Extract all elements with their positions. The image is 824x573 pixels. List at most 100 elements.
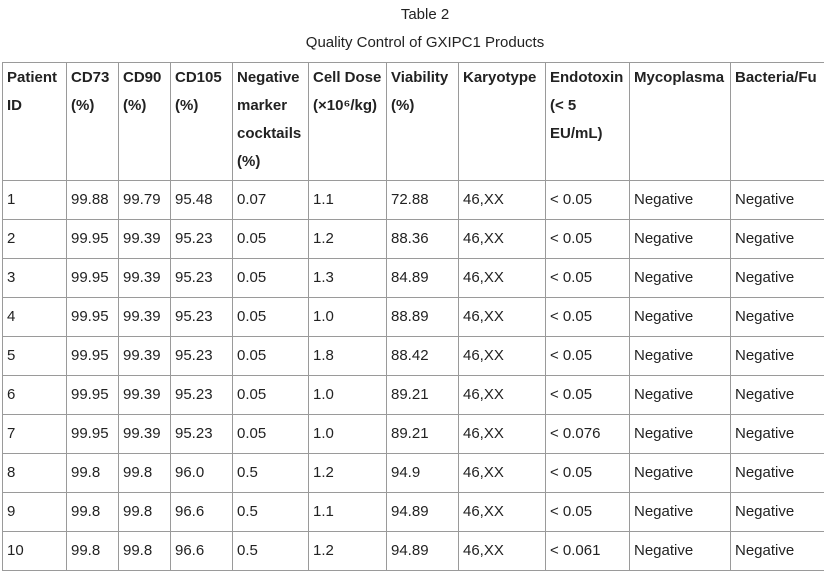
table-cell: 99.8 <box>118 492 171 532</box>
table-cell: 0.05 <box>232 258 309 298</box>
table-cell: 99.95 <box>66 258 119 298</box>
table-row: 5 99.95 99.39 95.23 0.05 1.8 88.42 46,XX < 0.05 N… <box>2 336 824 376</box>
table-cell: 96.0 <box>170 453 233 493</box>
table-cell: 46,XX <box>458 531 546 571</box>
table-cell: 88.36 <box>386 219 459 259</box>
table-cell: 99.95 <box>66 375 119 415</box>
table-cell: < 0.05 <box>545 453 630 493</box>
table-cell: < 0.05 <box>545 492 630 532</box>
table-cell: 1.2 <box>308 453 387 493</box>
column-header: Mycoplasma <box>629 62 731 181</box>
column-header: Cell Dose (×10⁶/kg) <box>308 62 387 181</box>
table-cell: Negative <box>730 180 824 220</box>
table-cell: Negative <box>629 219 731 259</box>
table-cell: Negative <box>730 219 824 259</box>
table-cell: 99.95 <box>66 414 119 454</box>
table-cell: 99.8 <box>118 531 171 571</box>
column-header: Bacteria/Fu <box>730 62 824 181</box>
table-row: 4 99.95 99.39 95.23 0.05 1.0 88.89 46,XX < 0.05 N… <box>2 297 824 337</box>
table-cell: 99.39 <box>118 414 171 454</box>
table-cell: 1.1 <box>308 180 387 220</box>
table-cell: Negative <box>730 258 824 298</box>
table-cell: 96.6 <box>170 531 233 571</box>
table-cell: 0.5 <box>232 492 309 532</box>
table-row: 10 99.8 99.8 96.6 0.5 1.2 94.89 46,XX < 0.061 Neg… <box>2 531 824 571</box>
table-cell: 8 <box>2 453 67 493</box>
table-cell: 95.23 <box>170 219 233 259</box>
table: Patient ID CD73 (%) CD90 (%) CD105 (%) Negat… <box>2 62 824 571</box>
table-cell: 99.39 <box>118 219 171 259</box>
table-subtitle: Quality Control of GXIPC1 Products <box>305 34 545 51</box>
table-row: 9 99.8 99.8 96.6 0.5 1.1 94.89 46,XX < 0.05 Negat… <box>2 492 824 532</box>
table-cell: 84.89 <box>386 258 459 298</box>
table-cell: Negative <box>629 453 731 493</box>
table-cell: Negative <box>629 531 731 571</box>
column-header: Patient ID <box>2 62 67 181</box>
table-cell: 94.89 <box>386 492 459 532</box>
table-cell: < 0.05 <box>545 180 630 220</box>
table-cell: Negative <box>730 297 824 337</box>
table-cell: Negative <box>629 180 731 220</box>
table-cell: 1.3 <box>308 258 387 298</box>
table-cell: Negative <box>730 414 824 454</box>
table-cell: 89.21 <box>386 375 459 415</box>
table-cell: Negative <box>730 375 824 415</box>
table-cell: 0.07 <box>232 180 309 220</box>
table-cell: 99.39 <box>118 375 171 415</box>
table-title: Table 2 <box>400 6 450 23</box>
table-cell: 0.05 <box>232 414 309 454</box>
table-cell: 95.23 <box>170 258 233 298</box>
table-row: 3 99.95 99.39 95.23 0.05 1.3 84.89 46,XX < 0.05 N… <box>2 258 824 298</box>
table-cell: 99.95 <box>66 297 119 337</box>
table-cell: Negative <box>629 336 731 376</box>
column-header: CD90 (%) <box>118 62 171 181</box>
table-cell: 96.6 <box>170 492 233 532</box>
table-cell: 9 <box>2 492 67 532</box>
table-row: 8 99.8 99.8 96.0 0.5 1.2 94.9 46,XX < 0.05 Negati… <box>2 453 824 493</box>
table-cell: 46,XX <box>458 375 546 415</box>
table-cell: 0.05 <box>232 219 309 259</box>
table-cell: Negative <box>730 453 824 493</box>
table-cell: 88.89 <box>386 297 459 337</box>
table-cell: 46,XX <box>458 492 546 532</box>
table-cell: 99.8 <box>66 531 119 571</box>
table-cell: 95.48 <box>170 180 233 220</box>
table-cell: 46,XX <box>458 297 546 337</box>
table-cell: Negative <box>730 531 824 571</box>
table-cell: 1.0 <box>308 414 387 454</box>
table-cell: 95.23 <box>170 375 233 415</box>
table-cell: 7 <box>2 414 67 454</box>
table-cell: 1 <box>2 180 67 220</box>
table-row: 2 99.95 99.39 95.23 0.05 1.2 88.36 46,XX < 0.05 N… <box>2 219 824 259</box>
column-header: Viability (%) <box>386 62 459 181</box>
table-cell: 99.8 <box>66 492 119 532</box>
table-cell: Negative <box>629 492 731 532</box>
table-cell: Negative <box>629 258 731 298</box>
table-cell: 95.23 <box>170 414 233 454</box>
table-cell: 46,XX <box>458 180 546 220</box>
table-cell: 5 <box>2 336 67 376</box>
table-cell: 1.0 <box>308 297 387 337</box>
table-cell: Negative <box>629 375 731 415</box>
table-cell: 99.39 <box>118 297 171 337</box>
table-cell: 0.5 <box>232 453 309 493</box>
table-cell: 10 <box>2 531 67 571</box>
table-cell: 3 <box>2 258 67 298</box>
table-cell: < 0.05 <box>545 219 630 259</box>
table-cell: 46,XX <box>458 453 546 493</box>
table-cell: 1.2 <box>308 219 387 259</box>
table-cell: 99.88 <box>66 180 119 220</box>
table-cell: 95.23 <box>170 336 233 376</box>
table-cell: 46,XX <box>458 414 546 454</box>
table-cell: 0.5 <box>232 531 309 571</box>
table-row: 7 99.95 99.39 95.23 0.05 1.0 89.21 46,XX < 0.076… <box>2 414 824 454</box>
table-cell: 99.95 <box>66 336 119 376</box>
table-cell: 46,XX <box>458 336 546 376</box>
table-cell: 99.8 <box>118 453 171 493</box>
table-cell: Negative <box>730 336 824 376</box>
table-row: 6 99.95 99.39 95.23 0.05 1.0 89.21 46,XX < 0.05 N… <box>2 375 824 415</box>
table-cell: 46,XX <box>458 219 546 259</box>
column-header: CD73 (%) <box>66 62 119 181</box>
table-cell: < 0.05 <box>545 336 630 376</box>
